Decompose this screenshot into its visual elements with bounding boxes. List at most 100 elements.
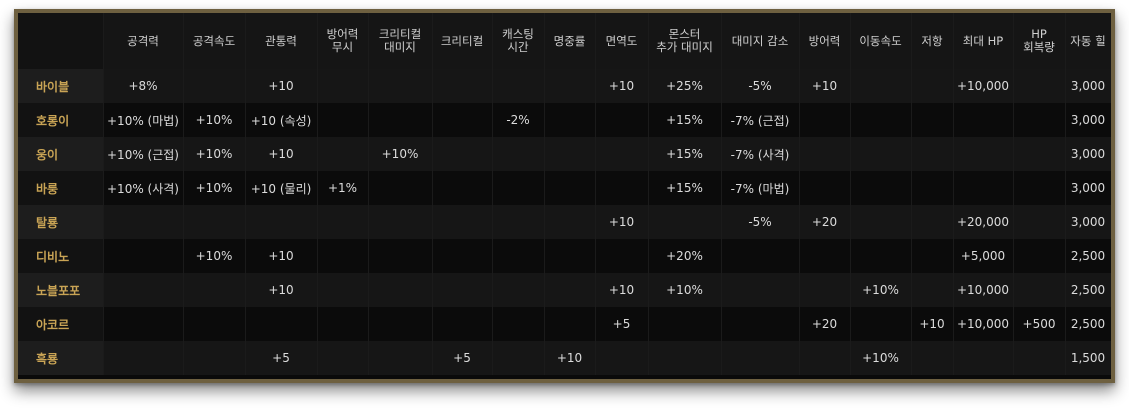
table-row: 바룽 +10% (사격) +10% +10 (물리) +1% +15% -7% (마법) 3,… xyxy=(18,171,1111,205)
table-cell: +5,000 xyxy=(953,239,1014,273)
stats-table-panel: 공격력 공격속도 관통력 방어력 무시 크리티컬 대미지 크리티컬 캐스팅 시간 명중률 면역도… xyxy=(18,13,1111,379)
table-row: 흑룡 +5 +5 +10 +10% 1,500 xyxy=(18,341,1111,375)
table-cell xyxy=(850,103,912,137)
table-cell: +10% xyxy=(850,273,912,307)
table-cell xyxy=(544,307,596,341)
table-cell xyxy=(648,205,722,239)
column-header: 자동 힐 xyxy=(1065,13,1111,69)
table-cell xyxy=(432,171,493,205)
table-cell xyxy=(492,273,545,307)
table-cell xyxy=(432,205,493,239)
table-cell: +10,000 xyxy=(953,273,1014,307)
column-header: 면역도 xyxy=(595,13,649,69)
table-cell: 2,500 xyxy=(1065,239,1111,273)
table-cell xyxy=(953,103,1014,137)
table-cell: 2,500 xyxy=(1065,273,1111,307)
table-row: 탈룡 +10 -5% +20 +20,000 3,000 xyxy=(18,205,1111,239)
table-cell xyxy=(432,239,493,273)
table-cell: +10 xyxy=(799,69,851,103)
table-cell xyxy=(492,137,545,171)
table-cell xyxy=(850,307,912,341)
row-name: 바룽 xyxy=(18,171,104,205)
column-header: 공격속도 xyxy=(183,13,246,69)
table-cell xyxy=(492,307,545,341)
table-cell xyxy=(1013,273,1066,307)
table-cell: +15% xyxy=(648,137,722,171)
table-cell: +10 xyxy=(544,341,596,375)
column-header: 방어력 xyxy=(799,13,851,69)
table-cell xyxy=(544,137,596,171)
table-cell: +10 xyxy=(595,205,649,239)
table-cell xyxy=(245,307,318,341)
table-cell xyxy=(544,239,596,273)
table-cell: +10% (근접) xyxy=(103,137,184,171)
table-cell: +10 xyxy=(245,239,318,273)
table-cell xyxy=(911,205,954,239)
table-cell: +10,000 xyxy=(953,69,1014,103)
table-cell xyxy=(317,205,369,239)
table-cell: 2,500 xyxy=(1065,307,1111,341)
table-cell xyxy=(799,239,851,273)
table-cell: +25% xyxy=(648,69,722,103)
table-cell: +20% xyxy=(648,239,722,273)
table-row: 아코르 +5 +20 +10 +10,000 +500 2,500 xyxy=(18,307,1111,341)
row-name: 노블포포 xyxy=(18,273,104,307)
table-cell xyxy=(492,341,545,375)
table-cell: +10 xyxy=(595,273,649,307)
table-cell xyxy=(317,341,369,375)
table-cell xyxy=(850,69,912,103)
table-cell xyxy=(911,137,954,171)
table-cell xyxy=(245,205,318,239)
table-cell xyxy=(183,273,246,307)
table-cell xyxy=(432,273,493,307)
table-cell xyxy=(183,205,246,239)
table-cell xyxy=(368,307,433,341)
table-cell: +10 (물리) xyxy=(245,171,318,205)
table-cell xyxy=(648,307,722,341)
table-cell: +10 (속성) xyxy=(245,103,318,137)
table-cell xyxy=(799,137,851,171)
table-cell xyxy=(103,341,184,375)
column-header: 크리티컬 xyxy=(432,13,493,69)
table-cell xyxy=(317,137,369,171)
table-cell xyxy=(432,103,493,137)
table-cell xyxy=(544,69,596,103)
table-cell: -5% xyxy=(721,205,800,239)
row-name: 웅이 xyxy=(18,137,104,171)
table-body: 바이블 +8% +10 +10 +25% -5% +10 +10,000 3,000 호롱이 +10… xyxy=(18,69,1111,375)
table-cell xyxy=(492,205,545,239)
table-cell xyxy=(911,341,954,375)
table-cell xyxy=(544,273,596,307)
table-cell xyxy=(368,69,433,103)
table-cell xyxy=(492,239,545,273)
table-cell: +10 xyxy=(245,137,318,171)
table-cell xyxy=(953,171,1014,205)
row-name: 흑룡 xyxy=(18,341,104,375)
table-cell: -2% xyxy=(492,103,545,137)
table-cell xyxy=(103,307,184,341)
table-cell: +10 xyxy=(911,307,954,341)
table-cell xyxy=(721,341,800,375)
table-cell: -7% (근접) xyxy=(721,103,800,137)
table-cell xyxy=(183,69,246,103)
table-cell xyxy=(911,69,954,103)
table-cell xyxy=(544,103,596,137)
table-cell xyxy=(432,69,493,103)
table-cell xyxy=(721,307,800,341)
table-cell xyxy=(183,341,246,375)
table-cell xyxy=(317,273,369,307)
stats-table-frame: 공격력 공격속도 관통력 방어력 무시 크리티컬 대미지 크리티컬 캐스팅 시간 명중률 면역도… xyxy=(14,9,1115,383)
table-cell: 3,000 xyxy=(1065,137,1111,171)
table-cell xyxy=(1013,171,1066,205)
table-cell: +5 xyxy=(595,307,649,341)
table-cell xyxy=(1013,137,1066,171)
table-cell xyxy=(544,171,596,205)
table-cell: +10% xyxy=(183,103,246,137)
table-cell xyxy=(368,103,433,137)
table-cell: -7% (마법) xyxy=(721,171,800,205)
table-cell xyxy=(317,69,369,103)
table-cell xyxy=(953,341,1014,375)
table-cell xyxy=(595,171,649,205)
table-row: 디비노 +10% +10 +20% +5,000 2,500 xyxy=(18,239,1111,273)
table-cell xyxy=(317,307,369,341)
